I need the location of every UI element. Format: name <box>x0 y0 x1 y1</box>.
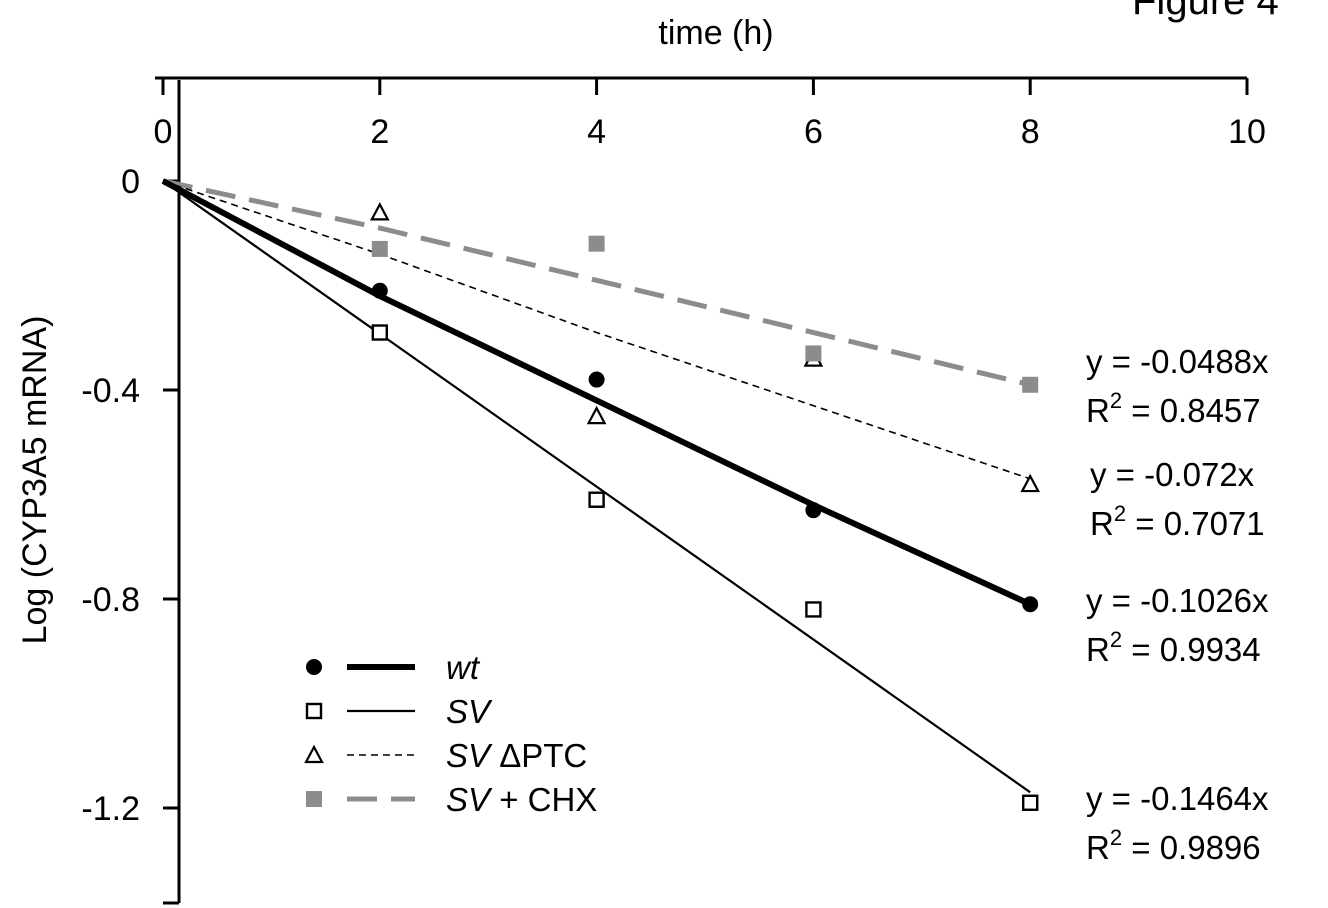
data-point-3 <box>805 345 822 362</box>
y-tick-label: -1.2 <box>81 790 140 828</box>
data-point-1 <box>805 601 822 618</box>
fit-r2: R2 = 0.9896 <box>1086 825 1261 866</box>
legend-label: wt <box>446 649 481 686</box>
legend-item-2: SV ΔPTC <box>304 737 587 774</box>
legend-item-3: SV + CHX <box>306 781 597 818</box>
r2-prefix: R <box>1086 631 1110 668</box>
legend-label-italic: wt <box>446 649 481 686</box>
legend-label-suffix: + CHX <box>490 781 597 818</box>
fit-equation: y = -0.1464x <box>1086 780 1269 817</box>
data-point-2 <box>1020 473 1041 493</box>
x-tick-label: 10 <box>1228 113 1266 151</box>
legend-marker <box>304 744 324 764</box>
y-tick-label: -0.8 <box>81 581 140 619</box>
r2-value: = 0.7071 <box>1126 505 1265 542</box>
fit-equation: y = -0.1026x <box>1086 582 1269 619</box>
x-tick-label: 6 <box>804 113 823 151</box>
x-tick-label: 2 <box>370 113 389 151</box>
legend-label: SV <box>446 693 493 730</box>
legend-label-italic: SV <box>446 737 493 774</box>
axes: 0 2 4 6 8 10 0 -0.4 -0.8 -1.2 <box>81 76 1266 905</box>
r2-prefix: R <box>1086 829 1110 866</box>
fit-r2: R2 = 0.8457 <box>1086 388 1261 429</box>
data-point-3 <box>371 240 388 257</box>
fit-r2: R2 = 0.9934 <box>1086 627 1261 668</box>
data-point-0 <box>371 282 388 299</box>
r2-exponent: 2 <box>1110 388 1122 413</box>
legend-label: SV + CHX <box>446 781 597 818</box>
fit-line-3 <box>162 178 1031 388</box>
data-point-3 <box>588 235 605 252</box>
fit-line-2 <box>162 180 1031 480</box>
fit-equation: y = -0.0488x <box>1086 343 1269 380</box>
fit-equation: y = -0.072x <box>1090 456 1255 493</box>
r2-exponent: 2 <box>1110 825 1122 850</box>
r2-value: = 0.9934 <box>1122 631 1261 668</box>
fit-line-0 <box>161 178 1032 607</box>
r2-prefix: R <box>1090 505 1114 542</box>
y-axis-title: Log (CYP3A5 mRNA) <box>16 316 54 645</box>
data-points <box>369 202 1041 811</box>
data-point-0 <box>1022 596 1039 613</box>
data-point-1 <box>371 324 388 341</box>
y-tick-label: 0 <box>121 163 140 201</box>
fit-line-1 <box>162 180 1031 794</box>
data-point-2 <box>369 202 390 221</box>
legend-label: SV ΔPTC <box>446 737 587 774</box>
legend-marker <box>305 702 323 720</box>
x-axis-title: time (h) <box>658 14 773 52</box>
data-point-2 <box>586 405 607 425</box>
data-point-3 <box>1022 376 1039 393</box>
data-point-1 <box>588 491 605 508</box>
legend-marker <box>306 791 322 807</box>
r2-value: = 0.9896 <box>1122 829 1261 866</box>
x-tick-label: 4 <box>587 113 606 151</box>
legend-item-1: SV <box>305 693 493 730</box>
data-point-1 <box>1022 794 1039 811</box>
r2-value: = 0.8457 <box>1122 392 1261 429</box>
x-tick-label: 8 <box>1021 113 1040 151</box>
legend-label-suffix: ΔPTC <box>490 737 587 774</box>
legend-marker <box>306 659 322 675</box>
legend-label-italic: SV <box>446 693 493 730</box>
legend-label-italic: SV <box>446 781 493 818</box>
y-tick-label: -0.4 <box>81 372 140 410</box>
figure-label: Figure 4 <box>1132 0 1279 23</box>
x-tick-label: 0 <box>154 113 173 151</box>
data-point-0 <box>588 371 605 388</box>
fit-lines <box>161 178 1032 794</box>
r2-exponent: 2 <box>1110 627 1122 652</box>
r2-prefix: R <box>1086 392 1110 429</box>
data-point-0 <box>805 502 822 519</box>
r2-exponent: 2 <box>1114 501 1126 526</box>
fit-r2: R2 = 0.7071 <box>1090 501 1265 542</box>
legend-item-0: wt <box>306 649 481 686</box>
